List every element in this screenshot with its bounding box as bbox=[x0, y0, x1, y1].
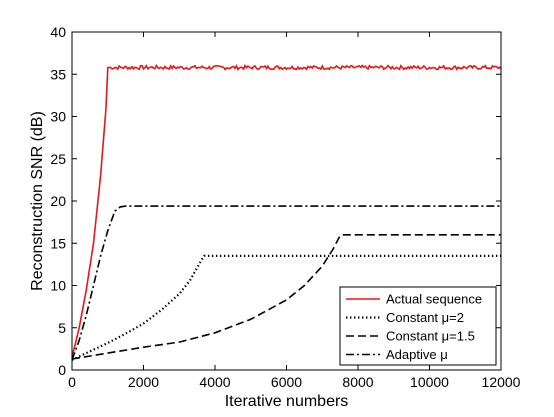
legend-box bbox=[339, 286, 497, 366]
y-tick-label: 30 bbox=[50, 109, 66, 125]
x-tick-label: 2000 bbox=[128, 374, 159, 390]
series-line-2 bbox=[71, 234, 501, 360]
y-tick-label: 25 bbox=[50, 151, 66, 167]
series-line-3 bbox=[71, 205, 501, 361]
y-tick-label: 20 bbox=[50, 193, 66, 209]
x-tick-label: 12000 bbox=[482, 374, 521, 390]
legend-item-label: Adaptive μ bbox=[386, 347, 448, 362]
series-line-1 bbox=[71, 254, 501, 361]
series-layer bbox=[71, 63, 502, 361]
x-tick-label: 0 bbox=[68, 374, 76, 390]
legend: Actual sequence Constant μ=2 Constant μ=1.… bbox=[339, 286, 497, 366]
x-tick-label: 4000 bbox=[199, 374, 230, 390]
y-tick-label: 0 bbox=[58, 362, 66, 378]
x-tick-label: 8000 bbox=[342, 374, 373, 390]
legend-item-label: Actual sequence bbox=[386, 292, 482, 307]
x-tick-label: 6000 bbox=[271, 374, 302, 390]
y-tick-label: 40 bbox=[50, 24, 66, 40]
y-tick-label: 10 bbox=[50, 278, 66, 294]
legend-item-label: Constant μ=1.5 bbox=[386, 329, 475, 344]
x-tick-label: 10000 bbox=[410, 374, 449, 390]
series-line-0 bbox=[71, 63, 502, 358]
y-tick-label: 15 bbox=[50, 235, 66, 251]
y-tick-label: 5 bbox=[58, 320, 66, 336]
x-axis-label: Iterative numbers bbox=[225, 393, 349, 410]
y-tick-label: 35 bbox=[50, 66, 66, 82]
ticks-layer: 0 2000 4000 6000 8000 10000 12000 0 5 10 15 20 25 30 3… bbox=[50, 24, 520, 390]
legend-item-label: Constant μ=2 bbox=[386, 310, 464, 325]
y-axis-label: Reconstruction SNR (dB) bbox=[29, 111, 46, 291]
